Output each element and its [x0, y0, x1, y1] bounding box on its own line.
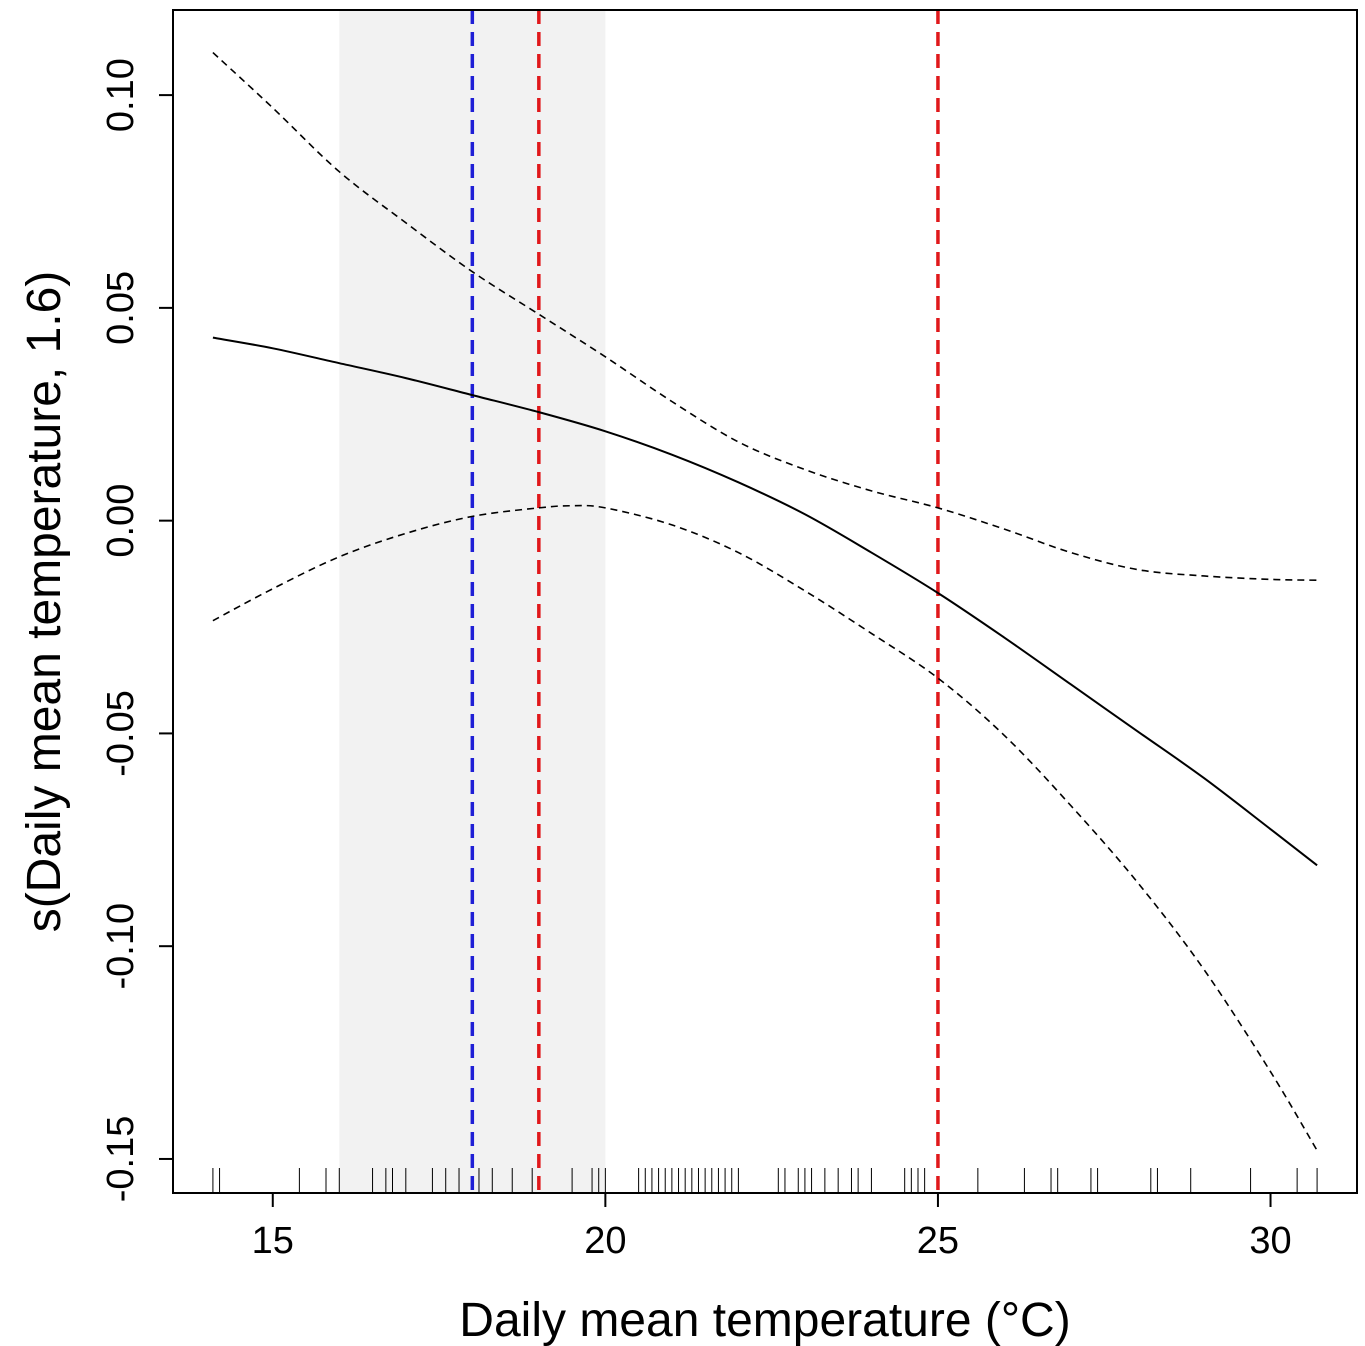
- x-tick-label: 30: [1249, 1220, 1291, 1262]
- x-tick-label: 15: [252, 1220, 294, 1262]
- y-tick-label: 0.10: [100, 58, 142, 132]
- y-tick-label: -0.15: [100, 1116, 142, 1203]
- y-tick-label: 0.05: [100, 271, 142, 345]
- y-tick-label: -0.05: [100, 690, 142, 777]
- rug-layer: [212, 1168, 1318, 1193]
- y-axis-label: s(Daily mean temperature, 1.6): [18, 271, 71, 933]
- smooth-fit-line: [212, 336, 1318, 867]
- y-tick-label: 0.00: [100, 484, 142, 558]
- y-tick-label: -0.10: [100, 903, 142, 990]
- x-axis-label: Daily mean temperature (°C): [459, 1294, 1070, 1346]
- series-layer: [212, 51, 1318, 1151]
- x-tick-label: 25: [917, 1220, 959, 1262]
- x-axis: 15 20 25 30: [252, 1192, 1292, 1262]
- confidence-bound-upper: [212, 51, 1318, 582]
- x-tick-label: 20: [584, 1220, 626, 1262]
- y-axis: -0.15 -0.10 -0.05 0.00 0.05 0.10: [100, 58, 173, 1202]
